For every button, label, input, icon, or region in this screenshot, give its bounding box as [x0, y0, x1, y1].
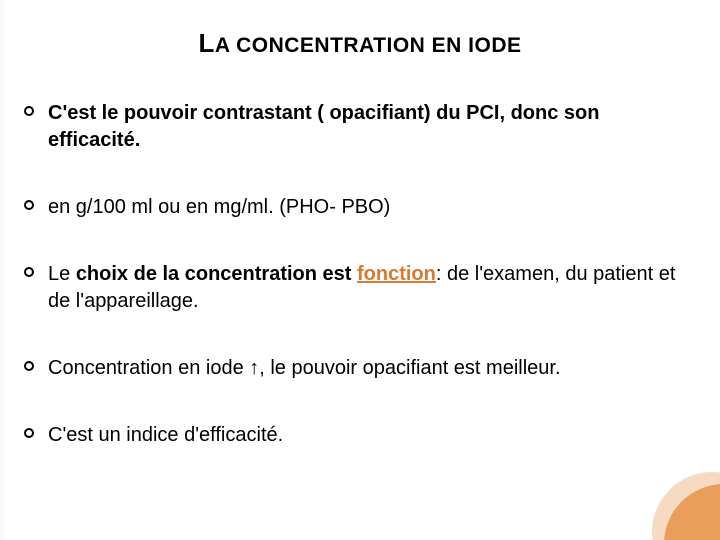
bullet-text: C'est le pouvoir contrastant ( opacifian…: [48, 100, 684, 154]
bullet-marker-icon: [24, 106, 34, 116]
bullet-marker-icon: [24, 428, 34, 438]
bullet-bold: choix de la concentration est: [76, 263, 357, 285]
bullet-item: Concentration en iode ↑, le pouvoir opac…: [24, 355, 684, 382]
left-edge-decoration: [0, 0, 4, 540]
title-rest: A CONCENTRATION EN IODE: [215, 34, 522, 57]
bullet-item: C'est un indice d'efficacité.: [24, 422, 684, 449]
bullet-bold: C'est le pouvoir contrastant ( opacifian…: [48, 102, 599, 151]
bullet-text: en g/100 ml ou en mg/ml. (PHO- PBO): [48, 194, 684, 221]
bullet-text: Concentration en iode ↑, le pouvoir opac…: [48, 355, 684, 382]
bullet-marker-icon: [24, 200, 34, 210]
bullet-plain: en g/100 ml ou en mg/ml. (PHO- PBO): [48, 196, 390, 218]
bullet-item: en g/100 ml ou en mg/ml. (PHO- PBO): [24, 194, 684, 221]
bullet-plain: Le: [48, 263, 76, 285]
corner-decoration: [650, 470, 720, 540]
bullet-plain: Concentration en iode ↑, le pouvoir opac…: [48, 357, 561, 379]
bullet-plain: C'est un indice d'efficacité.: [48, 424, 283, 446]
slide: LA CONCENTRATION EN IODE C'est le pouvoi…: [0, 0, 720, 540]
bullet-emphasis-word: fonction: [357, 263, 436, 285]
bullet-marker-icon: [24, 361, 34, 371]
bullet-marker-icon: [24, 267, 34, 277]
bullet-list: C'est le pouvoir contrastant ( opacifian…: [24, 100, 684, 489]
bullet-text: Le choix de la concentration est fonctio…: [48, 261, 684, 315]
slide-title: LA CONCENTRATION EN IODE: [0, 28, 720, 59]
bullet-item: Le choix de la concentration est fonctio…: [24, 261, 684, 315]
bullet-item: C'est le pouvoir contrastant ( opacifian…: [24, 100, 684, 154]
bullet-text: C'est un indice d'efficacité.: [48, 422, 684, 449]
title-first-letter: L: [198, 28, 214, 58]
